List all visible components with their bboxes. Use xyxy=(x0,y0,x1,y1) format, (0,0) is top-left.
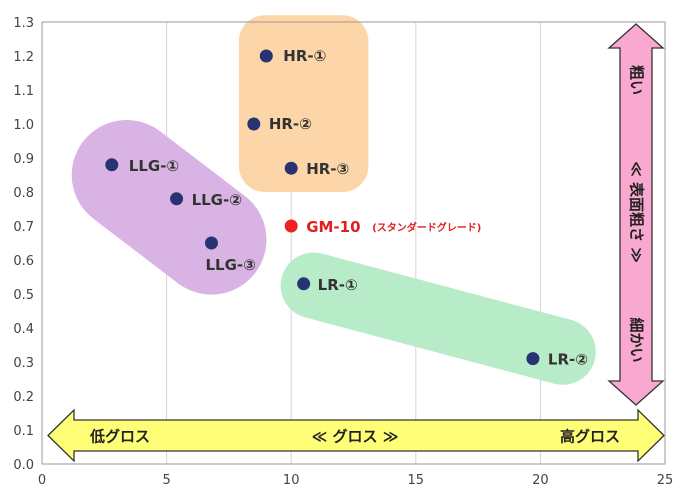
point-LR-② xyxy=(526,352,540,366)
point-LLG-① xyxy=(105,158,119,172)
roughness-arrow: 粗い ≪ 表面粗さ ≫ 細かい xyxy=(607,23,665,406)
label-HR-①: HR-① xyxy=(283,47,326,65)
label-LR-①: LR-① xyxy=(318,276,358,294)
y-tick-0.4: 0.4 xyxy=(13,322,34,337)
y-tick-0.8: 0.8 xyxy=(13,186,34,201)
y-tick-1.1: 1.1 xyxy=(13,84,34,99)
data-labels: HR-① HR-② HR-③ LLG-① LLG-② LLG-③ GM-10 (スタンダードグ… xyxy=(129,47,588,369)
x-tick-15: 15 xyxy=(408,473,425,488)
y-tick-0.7: 0.7 xyxy=(13,220,34,235)
group-lr-highlight xyxy=(280,252,596,385)
y-tick-1.2: 1.2 xyxy=(13,50,34,65)
point-LLG-② xyxy=(170,192,184,206)
y-tick-1.3: 1.3 xyxy=(13,16,34,31)
rough-label: 粗い xyxy=(628,65,646,95)
low-gloss-label: 低グロス xyxy=(89,428,150,446)
point-HR-③ xyxy=(284,161,298,175)
label-LLG-①: LLG-① xyxy=(129,157,179,175)
y-tick-0.3: 0.3 xyxy=(13,356,34,371)
gloss-label: ≪ グロス ≫ xyxy=(312,428,399,446)
label-HR-②: HR-② xyxy=(269,115,312,133)
data-points xyxy=(105,49,540,366)
x-tick-10: 10 xyxy=(283,473,300,488)
x-tick-25: 25 xyxy=(657,473,674,488)
plot-frame xyxy=(41,21,666,465)
label-HR-③: HR-③ xyxy=(306,160,349,178)
roughness-arrow-shape xyxy=(607,23,665,406)
gloss-arrow: 低グロス ≪ グロス ≫ 高グロス xyxy=(47,408,665,463)
axes xyxy=(41,21,666,465)
x-tick-5: 5 xyxy=(162,473,170,488)
fine-label: 細かい xyxy=(628,317,646,362)
point-GM-10 xyxy=(284,219,298,233)
x-tick-20: 20 xyxy=(532,473,549,488)
y-tick-0.5: 0.5 xyxy=(13,288,34,303)
label-GM-10-sub: (スタンダードグレード) xyxy=(372,221,481,234)
high-gloss-label: 高グロス xyxy=(560,428,620,446)
y-tick-0.9: 0.9 xyxy=(13,152,34,167)
point-HR-② xyxy=(247,117,261,131)
y-tick-0.1: 0.1 xyxy=(13,424,34,439)
tick-labels: 0.0 0.1 0.2 0.3 0.4 0.5 0.6 0.7 0.8 0.9 1.0 1.1 1.2 1… xyxy=(13,16,673,488)
label-LR-②: LR-② xyxy=(548,351,588,369)
y-tick-0.6: 0.6 xyxy=(13,254,34,269)
x-tick-0: 0 xyxy=(38,473,46,488)
surface-roughness-label: ≪ 表面粗さ ≫ xyxy=(628,161,646,263)
label-LLG-②: LLG-② xyxy=(192,191,242,209)
point-LLG-③ xyxy=(204,236,218,250)
gloss-arrow-shape xyxy=(47,408,665,463)
point-LR-① xyxy=(297,277,311,291)
label-LLG-③: LLG-③ xyxy=(205,256,255,274)
group-llg-highlight xyxy=(71,120,267,295)
label-GM-10: GM-10 xyxy=(306,218,360,236)
group-highlights xyxy=(71,15,596,385)
y-tick-1.0: 1.0 xyxy=(13,118,34,133)
y-tick-0.2: 0.2 xyxy=(13,390,34,405)
point-HR-① xyxy=(259,49,273,63)
y-tick-0.0: 0.0 xyxy=(13,458,34,473)
